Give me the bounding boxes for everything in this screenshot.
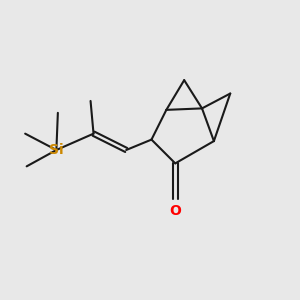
Text: Si: Si	[49, 143, 64, 157]
Text: O: O	[169, 204, 181, 218]
